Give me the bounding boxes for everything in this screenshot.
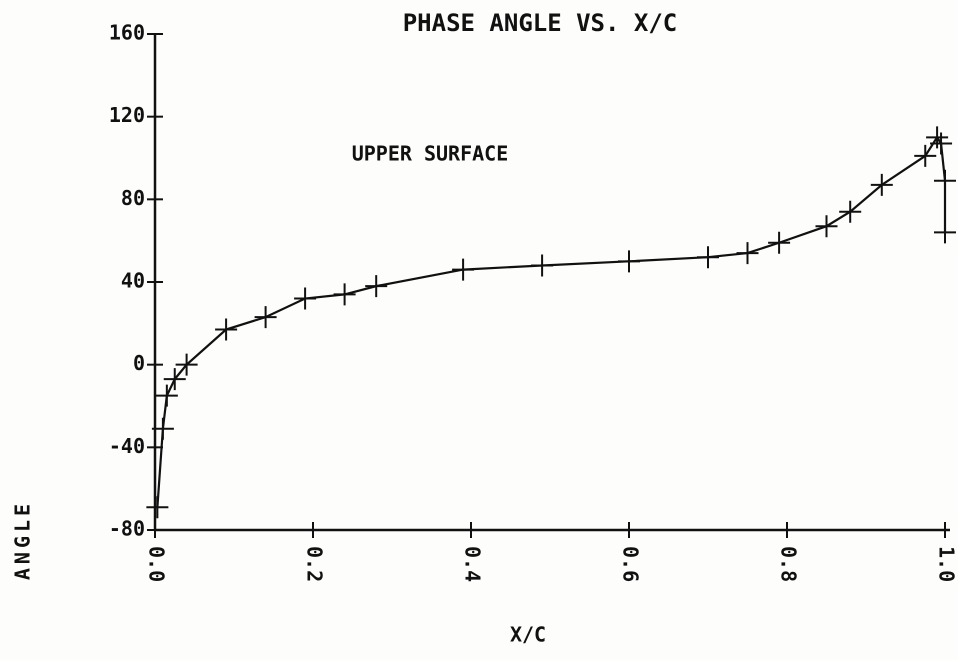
point — [768, 231, 791, 254]
point — [934, 169, 956, 192]
point — [815, 215, 838, 238]
fit-line — [156, 135, 947, 508]
x-axis-label: X/C — [510, 623, 546, 647]
point — [175, 353, 198, 376]
point — [254, 306, 277, 329]
point — [365, 275, 388, 298]
point — [839, 200, 862, 223]
point — [294, 287, 317, 310]
y-tick-label: 0 — [133, 351, 145, 375]
y-axis-label: ANGLE — [11, 500, 35, 580]
point — [930, 132, 953, 155]
y-tick-label: 40 — [121, 269, 145, 293]
point — [215, 318, 238, 341]
x-tick-label: 1.0 — [935, 546, 958, 582]
y-tick-label: 160 — [109, 21, 145, 45]
point — [736, 242, 759, 265]
point — [155, 384, 178, 407]
point — [697, 246, 719, 269]
point — [151, 417, 174, 440]
y-tick-label: 120 — [109, 103, 145, 127]
y-tick-label: 80 — [121, 186, 145, 210]
y-tick-label: -40 — [109, 434, 145, 458]
x-tick-label: 0.6 — [619, 546, 643, 582]
y-tick-label: -80 — [109, 517, 145, 541]
point — [914, 144, 937, 167]
point — [618, 250, 640, 273]
point — [333, 283, 356, 306]
x-tick-label: 0.4 — [461, 546, 485, 582]
chart-title: PHASE ANGLE VS. X/C — [403, 9, 678, 37]
x-tick-label: 0.0 — [145, 546, 169, 582]
point — [870, 173, 893, 196]
point — [934, 221, 956, 244]
annotation: UPPER SURFACE — [352, 142, 509, 166]
point — [146, 496, 169, 519]
x-tick-label: 0.2 — [303, 546, 327, 582]
point — [452, 258, 475, 281]
x-tick-label: 0.8 — [777, 546, 801, 582]
point — [926, 126, 949, 149]
point — [531, 254, 554, 277]
point — [163, 368, 186, 391]
